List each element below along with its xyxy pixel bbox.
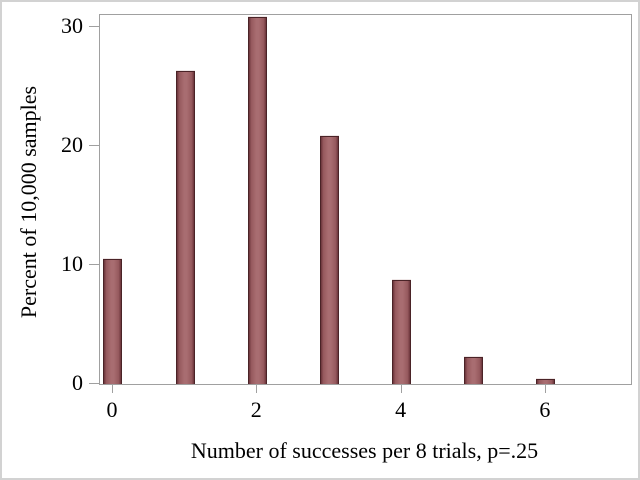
bar-x2 [247,17,267,384]
y-tick-label-30: 30 [61,12,83,38]
x-tick-mark-0 [111,385,113,393]
x-axis-title: Number of successes per 8 trials, p=.25 [190,438,539,463]
y-tick-mark-0 [89,383,99,384]
y-tick-mark-20 [89,144,99,146]
y-tick-label-0: 0 [72,370,83,395]
bar-x3 [319,136,339,384]
y-tick-mark-10 [89,263,99,265]
x-tick-label-6: 6 [539,397,551,422]
x-tick-mark-2 [256,385,258,393]
bar-x1 [175,70,195,384]
x-tick-mark-4 [400,385,402,393]
bar-x4 [392,280,412,384]
x-tick-label-4: 4 [395,397,407,422]
y-tick-label-20: 20 [61,131,83,157]
bar-x6 [536,379,556,384]
x-tick-label-0: 0 [106,397,118,422]
y-tick-label-10: 10 [61,250,83,276]
x-tick-label-2: 2 [250,397,262,422]
bar-x0 [103,259,123,384]
bar-x5 [464,356,484,384]
plot-area [99,14,632,385]
y-axis-title: Percent of 10,000 samples [16,85,41,319]
y-tick-mark-30 [89,25,99,27]
x-tick-mark-6 [544,385,546,393]
